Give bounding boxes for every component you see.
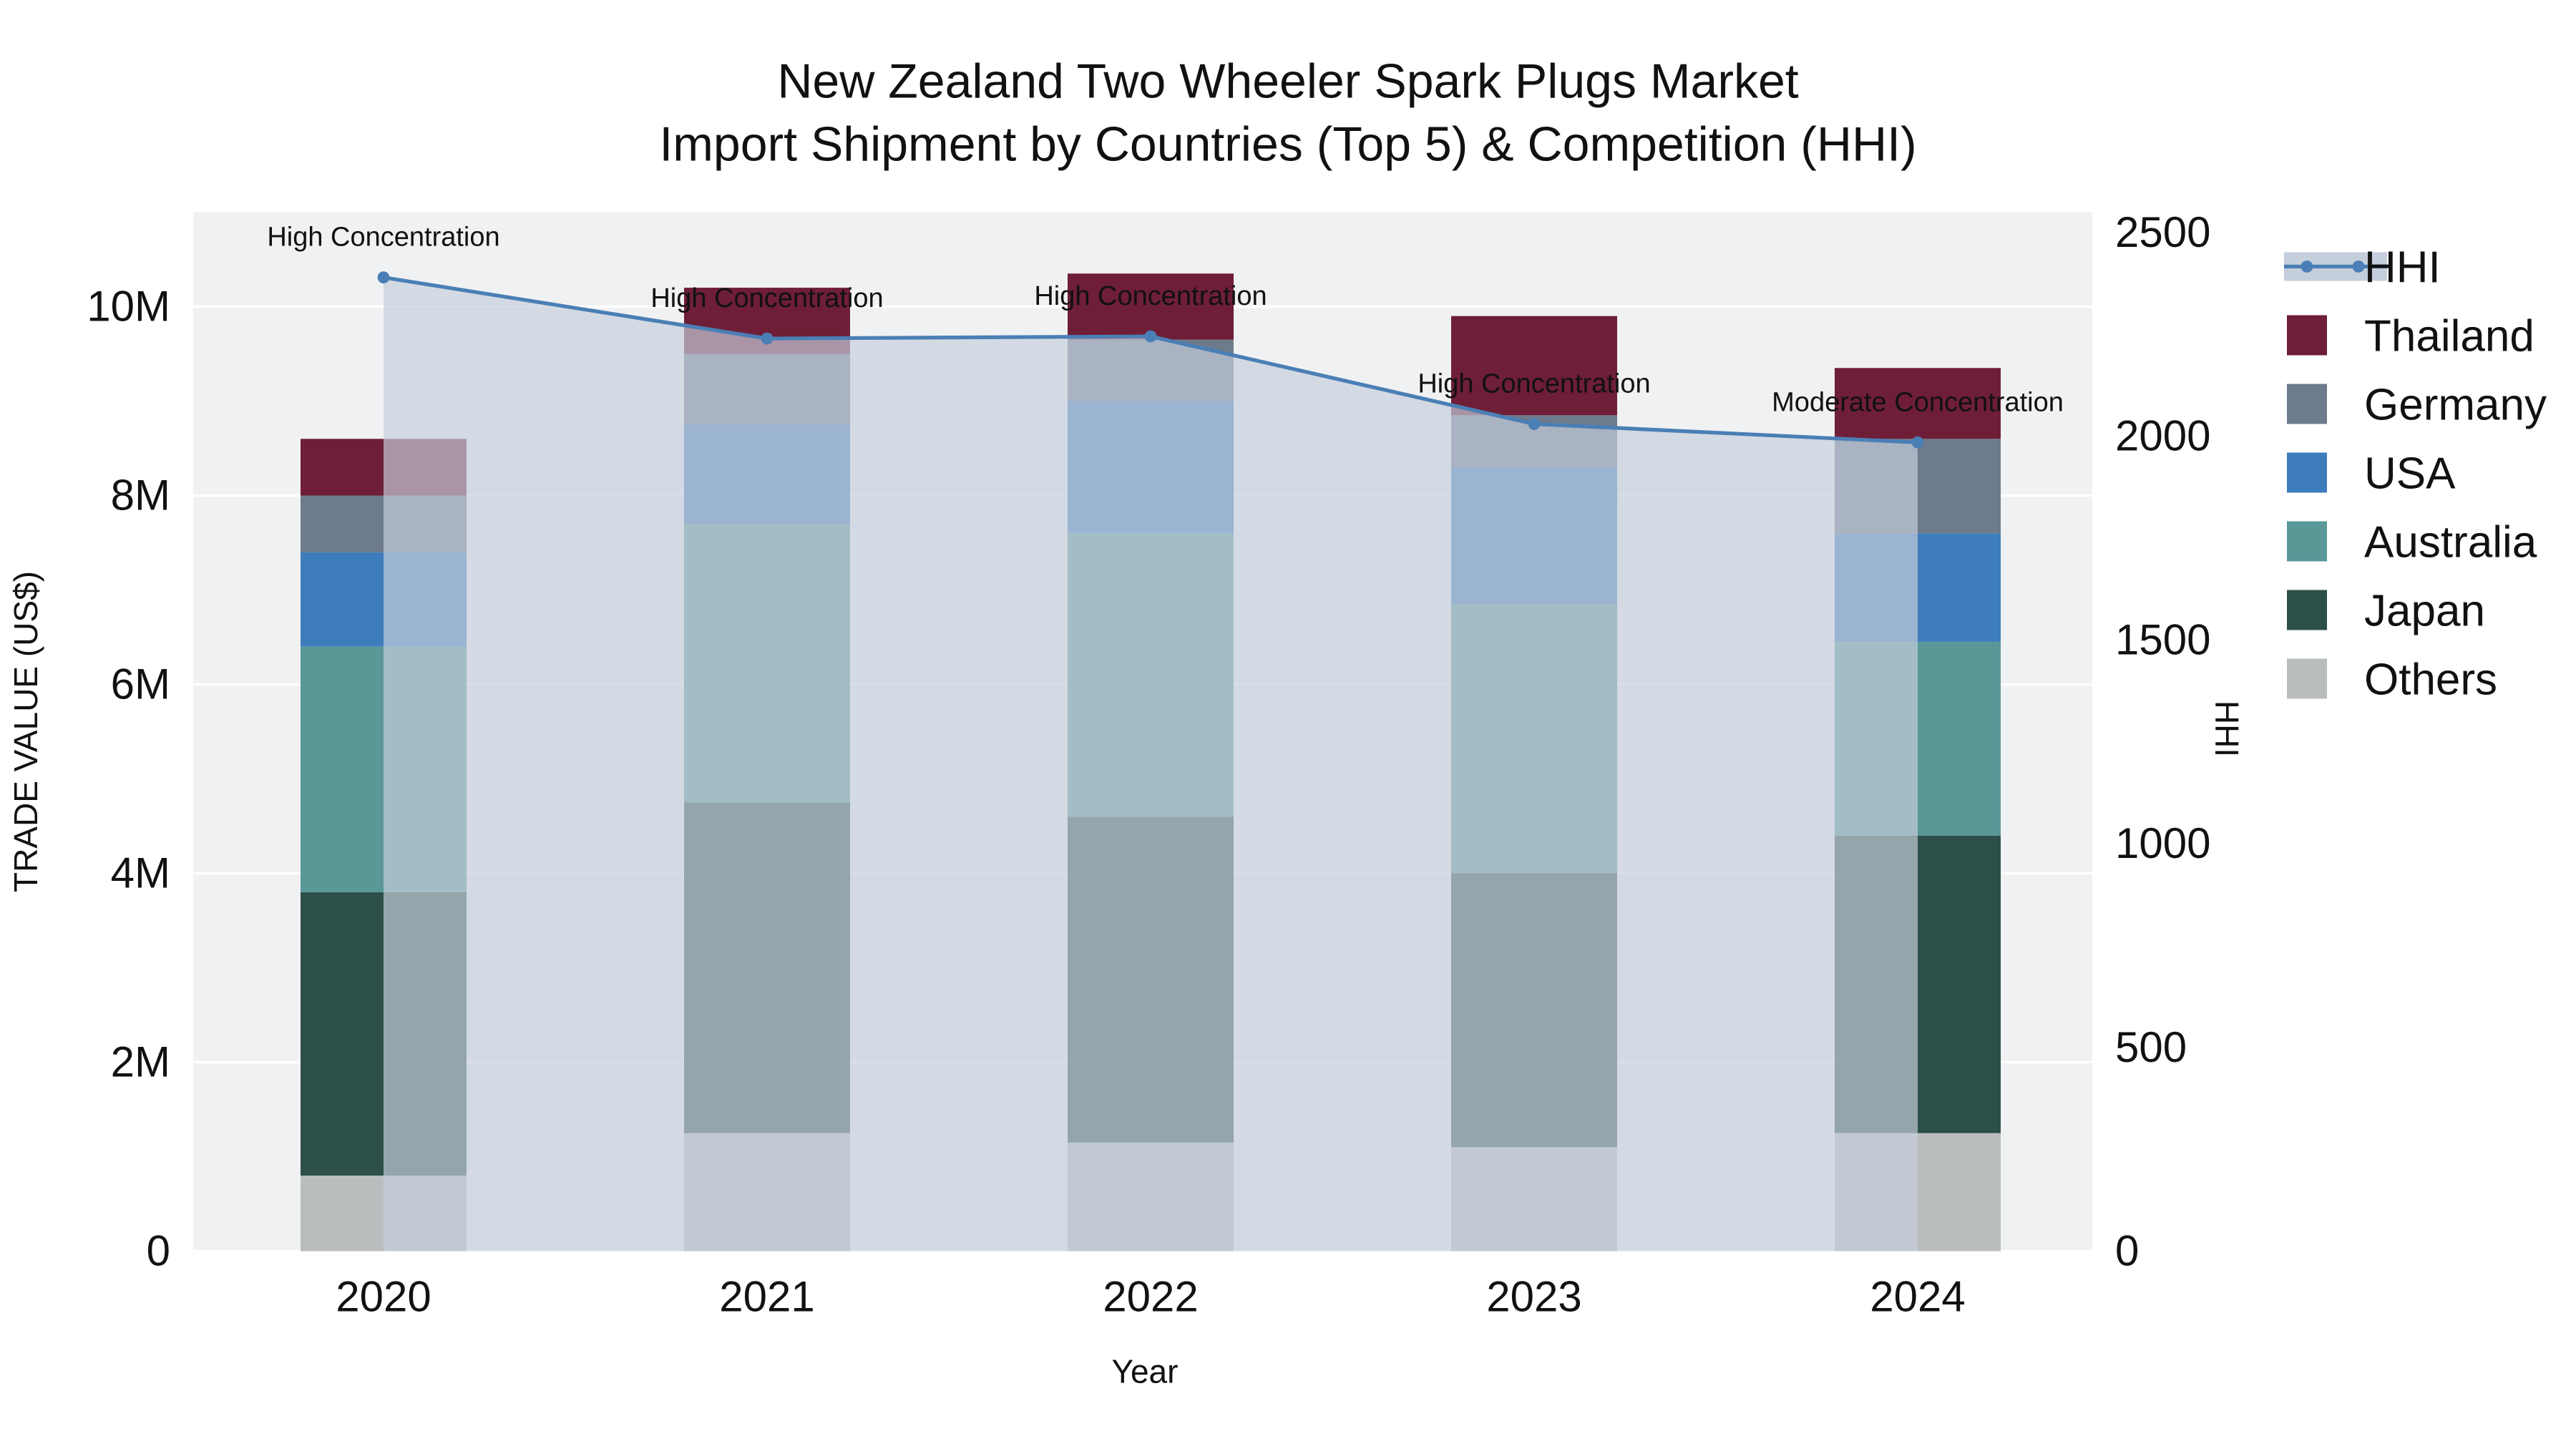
y-left-tick: 10M [87,283,170,331]
bar-segment-thailand-2023[interactable] [1451,316,1617,416]
annotation-2021: High Concentration [650,283,883,313]
y-left-tick: 4M [111,849,170,897]
legend-swatch-usa [2287,452,2327,493]
legend-swatch-thailand [2287,315,2327,356]
legend-label-hhi: HHI [2364,243,2441,293]
annotation-2023: High Concentration [1418,369,1650,399]
legend-swatch-germany [2287,384,2327,424]
legend-swatch-australia [2287,521,2327,562]
y-right-tick: 2000 [2115,412,2210,460]
bar-segment-thailand-2024[interactable] [1835,368,2001,439]
legend-label-germany: Germany [2364,381,2547,430]
y-right-tick: 0 [2115,1227,2139,1275]
y-left-tick: 2M [111,1038,170,1086]
legend-item-others[interactable]: Others [2287,655,2497,705]
legend-hhi-marker [2301,260,2313,273]
hhi-point-2022[interactable] [1144,330,1157,343]
legend: HHI Thailand Germany USA Australia Japan Other… [2284,243,2547,705]
hhi-point-2020[interactable] [377,271,390,284]
annotations: High Concentration High Concentration High… [267,223,2064,418]
legend-item-japan[interactable]: Japan [2287,587,2485,636]
x-tick-2024: 2024 [1870,1273,1965,1321]
y-axis-right-title: HHI [2208,701,2245,757]
x-tick-2020: 2020 [336,1273,431,1321]
legend-label-usa: USA [2364,449,2456,499]
y-right-tick: 500 [2115,1023,2187,1071]
x-axis-title: Year [1112,1353,1179,1390]
legend-swatch-others [2287,658,2327,699]
legend-item-australia[interactable]: Australia [2287,518,2537,567]
x-tick-2022: 2022 [1103,1273,1198,1321]
y-right-tick: 1500 [2115,615,2210,663]
legend-label-australia: Australia [2364,518,2537,567]
y-right-tick: 1000 [2115,819,2210,867]
y-left-tick: 6M [111,660,170,708]
legend-item-usa[interactable]: USA [2287,449,2456,499]
chart-title-line1: New Zealand Two Wheeler Spark Plugs Mark… [777,54,1798,109]
hhi-point-2024[interactable] [1911,436,1924,449]
legend-label-thailand: Thailand [2364,312,2534,361]
y-right-tick: 2500 [2115,208,2210,256]
legend-item-thailand[interactable]: Thailand [2287,312,2534,361]
hhi-line [377,271,1924,449]
annotation-2024: Moderate Concentration [1772,387,2064,417]
legend-hhi-marker [2352,260,2365,273]
legend-label-others: Others [2364,655,2497,705]
bar-segment-thailand-2022[interactable] [1068,273,1234,340]
y-left-tick: 0 [147,1227,170,1275]
annotation-2020: High Concentration [267,223,499,253]
y-left-tick: 8M [111,472,170,519]
legend-label-japan: Japan [2364,587,2485,636]
legend-item-germany[interactable]: Germany [2287,381,2547,430]
hhi-point-2021[interactable] [761,332,774,345]
y-axis-left-title: TRADE VALUE (US$) [7,571,44,892]
hhi-area [384,277,1918,1252]
annotation-2022: High Concentration [1034,281,1267,311]
chart-title-line2: Import Shipment by Countries (Top 5) & C… [659,117,1916,172]
x-tick-2021: 2021 [719,1273,814,1321]
legend-item-hhi[interactable]: HHI [2284,243,2441,293]
hhi-area-fill [384,277,1918,1252]
hhi-point-2023[interactable] [1528,418,1541,430]
legend-swatch-japan [2287,590,2327,630]
x-tick-2023: 2023 [1486,1273,1581,1321]
axis-ticks: 0 2M 4M 6M 8M 10M 0 500 1000 1500 2000 2500 2020 2021… [87,208,2210,1321]
